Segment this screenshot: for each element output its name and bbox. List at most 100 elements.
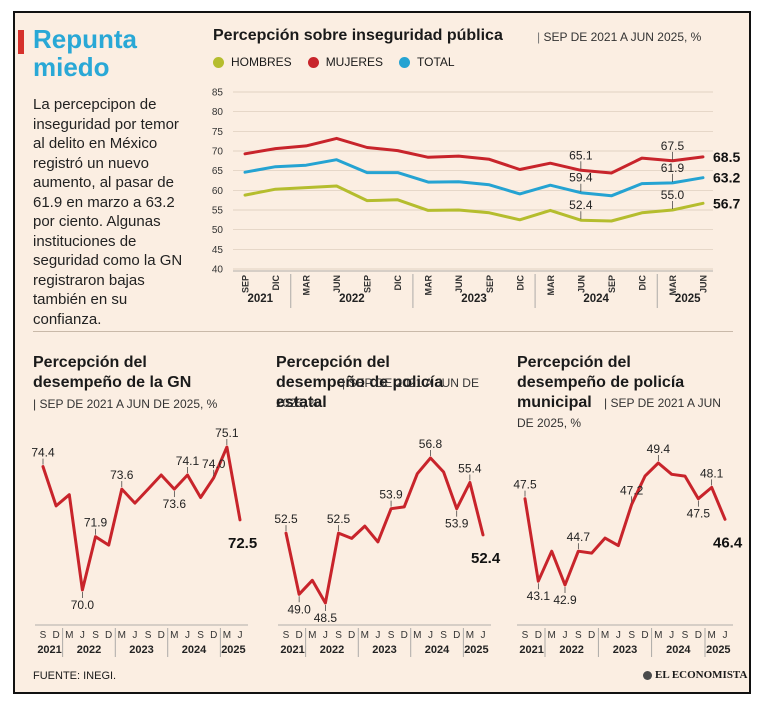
x-tick-label: S <box>440 630 447 641</box>
data-label: 70.0 <box>71 598 95 612</box>
x-tick-label: S <box>197 630 204 641</box>
gn-chart-subtitle: | SEP DE 2021 A JUN DE 2025, % <box>33 397 218 411</box>
brand-name: EL ECONOMISTA <box>655 669 748 681</box>
data-label: 42.9 <box>553 593 577 607</box>
y-tick-label: 60 <box>212 186 224 197</box>
source-note: FUENTE: INEGI. <box>33 670 117 682</box>
legend-swatch-mujeres <box>307 56 319 68</box>
x-tick-label: S <box>92 630 99 641</box>
data-label: 49.0 <box>287 602 311 616</box>
x-tick-label: D <box>296 630 303 641</box>
data-label: 55.0 <box>661 188 685 202</box>
data-label: 48.1 <box>700 466 724 480</box>
x-tick-label: MAR <box>424 275 434 296</box>
x-tick-label: M <box>413 630 421 641</box>
x-tick-label: D <box>53 630 60 641</box>
x-tick-label: DIC <box>637 275 647 291</box>
data-label: 55.4 <box>458 461 482 475</box>
legend-swatch-hombres <box>213 56 224 68</box>
x-tick-label: JUN <box>699 275 709 293</box>
x-tick-label: M <box>547 630 555 641</box>
y-tick-label: 75 <box>212 127 224 138</box>
x-tick-label: D <box>453 630 460 641</box>
data-label: 52.5 <box>274 512 298 526</box>
legend: HOMBRES MUJERES TOTAL <box>213 55 455 69</box>
x-tick-label: J <box>238 630 243 641</box>
data-label: 75.1 <box>215 426 239 440</box>
legend-swatch-total <box>399 56 411 68</box>
x-tick-label: M <box>601 630 609 641</box>
year-label: 2023 <box>129 644 153 656</box>
y-tick-label: 45 <box>212 245 224 256</box>
estatal-chart-title: Percepción del desempeño de policía esta… <box>276 354 444 411</box>
year-label: 2024 <box>425 644 450 656</box>
data-label: 68.5 <box>713 149 740 165</box>
x-tick-label: M <box>308 630 316 641</box>
data-label: 72.5 <box>228 535 257 552</box>
x-tick-label: M <box>654 630 662 641</box>
data-label: 46.4 <box>713 534 743 551</box>
data-label: 65.1 <box>569 148 593 162</box>
x-tick-label: SEP <box>363 275 373 293</box>
data-label: 52.5 <box>327 512 351 526</box>
year-label: 2022 <box>320 644 344 656</box>
x-tick-label: SEP <box>607 275 617 293</box>
x-tick-label: M <box>223 630 231 641</box>
data-label: 47.5 <box>513 478 537 492</box>
series-line <box>41 445 242 592</box>
year-label: 2024 <box>182 644 207 656</box>
x-tick-label: S <box>628 630 635 641</box>
legend-item-hombres: HOMBRES <box>213 55 292 69</box>
year-label: 2024 <box>583 293 609 305</box>
data-label: 61.9 <box>661 161 685 175</box>
x-tick-label: M <box>361 630 369 641</box>
x-tick-label: M <box>466 630 474 641</box>
municipal-chart-subtitle-text: SEP DE 2021 A JUN DE 2025, % <box>517 396 721 430</box>
x-tick-label: S <box>283 630 290 641</box>
year-label: 2021 <box>280 644 304 656</box>
x-tick-label: J <box>132 630 137 641</box>
y-tick-label: 50 <box>212 225 224 236</box>
data-label: 74.0 <box>202 457 226 471</box>
data-label: 44.7 <box>567 530 591 544</box>
x-tick-label: D <box>695 630 702 641</box>
series-line <box>284 456 485 605</box>
main-chart-title: Percepción sobre inseguridad pública <box>213 27 503 44</box>
data-label: 49.4 <box>647 442 671 456</box>
y-tick-label: 65 <box>212 166 224 177</box>
year-label: 2025 <box>464 644 488 656</box>
year-label: 2022 <box>559 644 583 656</box>
data-label: 43.1 <box>527 589 551 603</box>
data-label: 52.4 <box>471 550 501 567</box>
brand-logo: EL ECONOMISTA <box>643 669 747 681</box>
x-tick-label: DIC <box>515 275 525 291</box>
data-label: 47.5 <box>687 507 711 521</box>
legend-item-mujeres: MUJERES <box>307 55 383 69</box>
year-label: 2025 <box>706 644 730 656</box>
x-tick-label: MAR <box>668 275 678 296</box>
data-label: 73.6 <box>163 497 187 511</box>
headline: Repunta miedo <box>33 24 137 82</box>
x-tick-label: J <box>185 630 190 641</box>
year-label: 2022 <box>339 293 365 305</box>
data-label: 73.6 <box>110 468 134 482</box>
municipal-chart-title: Percepción del desempeño de policía muni… <box>517 354 685 411</box>
y-tick-label: 55 <box>212 206 224 217</box>
x-tick-label: JUN <box>454 275 464 293</box>
data-label: 47.2 <box>620 483 644 497</box>
x-tick-label: J <box>428 630 433 641</box>
data-label: 74.4 <box>31 446 55 460</box>
year-label: 2023 <box>613 644 637 656</box>
x-tick-label: MAR <box>546 275 556 296</box>
data-label: 48.5 <box>314 611 338 625</box>
x-tick-label: D <box>535 630 542 641</box>
x-tick-label: D <box>158 630 165 641</box>
data-label: 71.9 <box>84 516 108 530</box>
data-label: 56.7 <box>713 195 740 211</box>
legend-label-hombres: HOMBRES <box>231 55 292 69</box>
main-chart-subtitle: SEP DE 2021 A JUN 2025, % <box>537 30 701 44</box>
year-label: 2023 <box>461 293 487 305</box>
x-tick-label: M <box>118 630 126 641</box>
x-tick-label: J <box>616 630 621 641</box>
